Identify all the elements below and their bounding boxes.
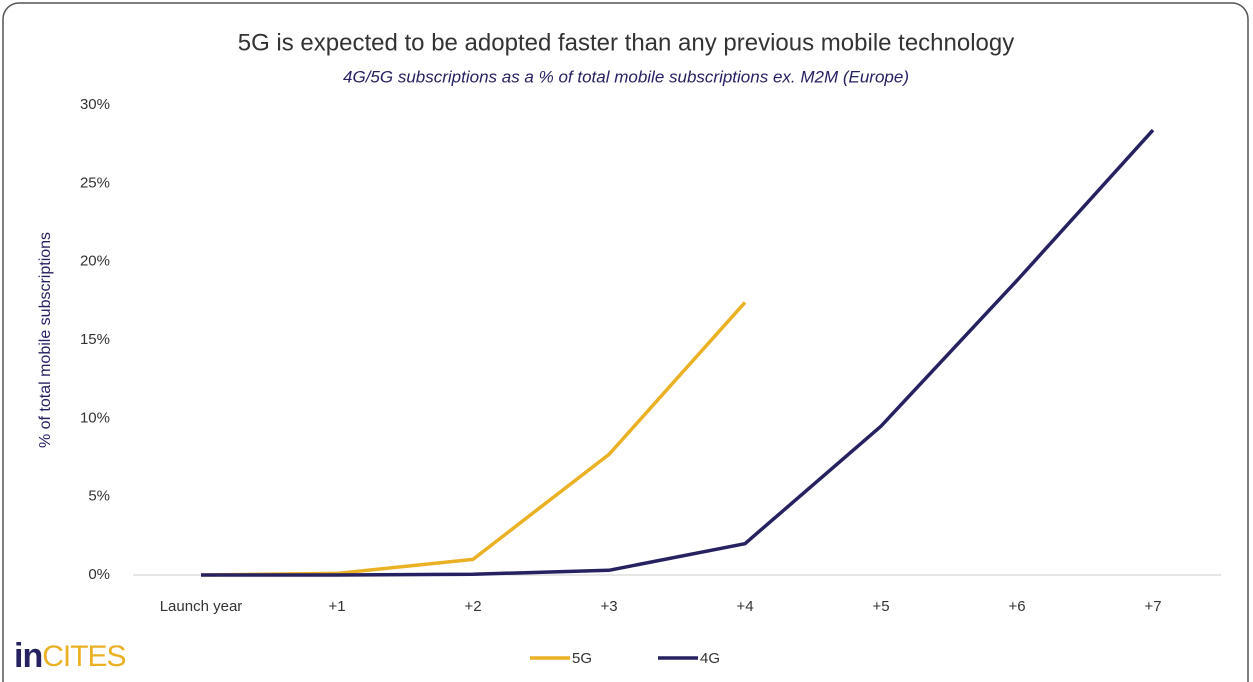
logo-part: in <box>14 637 42 675</box>
legend-label: 5G <box>572 650 592 667</box>
y-tick-label: 10% <box>80 409 110 426</box>
legend-label: 4G <box>700 650 720 667</box>
chart-title: 5G is expected to be adopted faster than… <box>238 29 1015 56</box>
y-tick-label: 25% <box>80 174 110 191</box>
logo-part: CITES <box>42 640 125 673</box>
x-tick-label: +3 <box>600 598 617 615</box>
x-tick-label: +4 <box>736 598 753 615</box>
y-tick-label: 20% <box>80 253 110 270</box>
y-tick-label: 5% <box>88 488 110 505</box>
y-tick-label: 0% <box>88 566 110 583</box>
x-tick-label: +6 <box>1008 598 1025 615</box>
chart-subtitle: 4G/5G subscriptions as a % of total mobi… <box>343 67 909 86</box>
x-tick-label: +1 <box>328 598 345 615</box>
x-tick-label: +2 <box>464 598 481 615</box>
logo: inCITES <box>14 637 126 675</box>
x-tick-label: +7 <box>1144 598 1161 615</box>
y-tick-label: 15% <box>80 331 110 348</box>
y-axis-label: % of total mobile subscriptions <box>37 232 54 448</box>
series-line <box>201 128 1155 577</box>
x-tick-label: Launch year <box>160 598 243 615</box>
y-tick-label: 30% <box>80 96 110 113</box>
x-tick-label: +5 <box>872 598 889 615</box>
